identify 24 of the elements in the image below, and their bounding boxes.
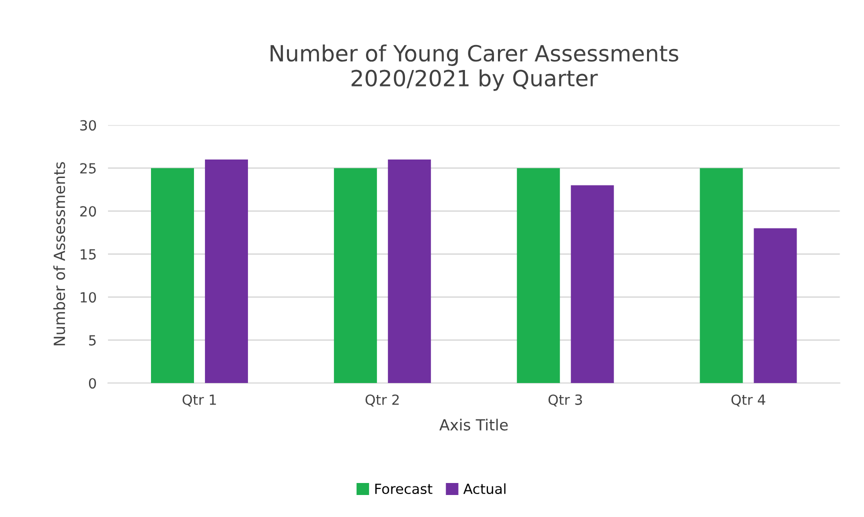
bar bbox=[204, 160, 248, 384]
bar bbox=[570, 185, 614, 384]
bar bbox=[516, 168, 560, 384]
legend-label: Forecast bbox=[375, 484, 432, 494]
y-tick-label: 30 bbox=[80, 120, 96, 131]
bar bbox=[150, 168, 194, 384]
y-tick-label: 0 bbox=[88, 378, 96, 389]
legend-label: Actual bbox=[463, 483, 506, 494]
chart-title: Number of Young Carer Assessments 2020/2021 by Quarter bbox=[270, 44, 678, 91]
y-axis-title: Number of Assessments bbox=[53, 162, 66, 346]
y-tick-label: 15 bbox=[80, 249, 96, 260]
bar bbox=[388, 160, 431, 384]
bar bbox=[334, 168, 377, 384]
y-tick-label: 20 bbox=[80, 206, 96, 217]
x-tick-label: Qtr 2 bbox=[366, 394, 399, 407]
x-tick-label: Qtr 3 bbox=[548, 394, 582, 407]
y-tick-label: 5 bbox=[89, 335, 96, 346]
y-tick-label: 25 bbox=[80, 163, 96, 174]
y-tick-label: 10 bbox=[80, 292, 96, 303]
bar bbox=[754, 228, 797, 384]
x-tick-label: Qtr 4 bbox=[731, 394, 766, 407]
x-tick-label: Qtr 1 bbox=[182, 394, 216, 407]
x-axis-title: Axis Title bbox=[439, 418, 508, 431]
bar bbox=[700, 168, 743, 384]
